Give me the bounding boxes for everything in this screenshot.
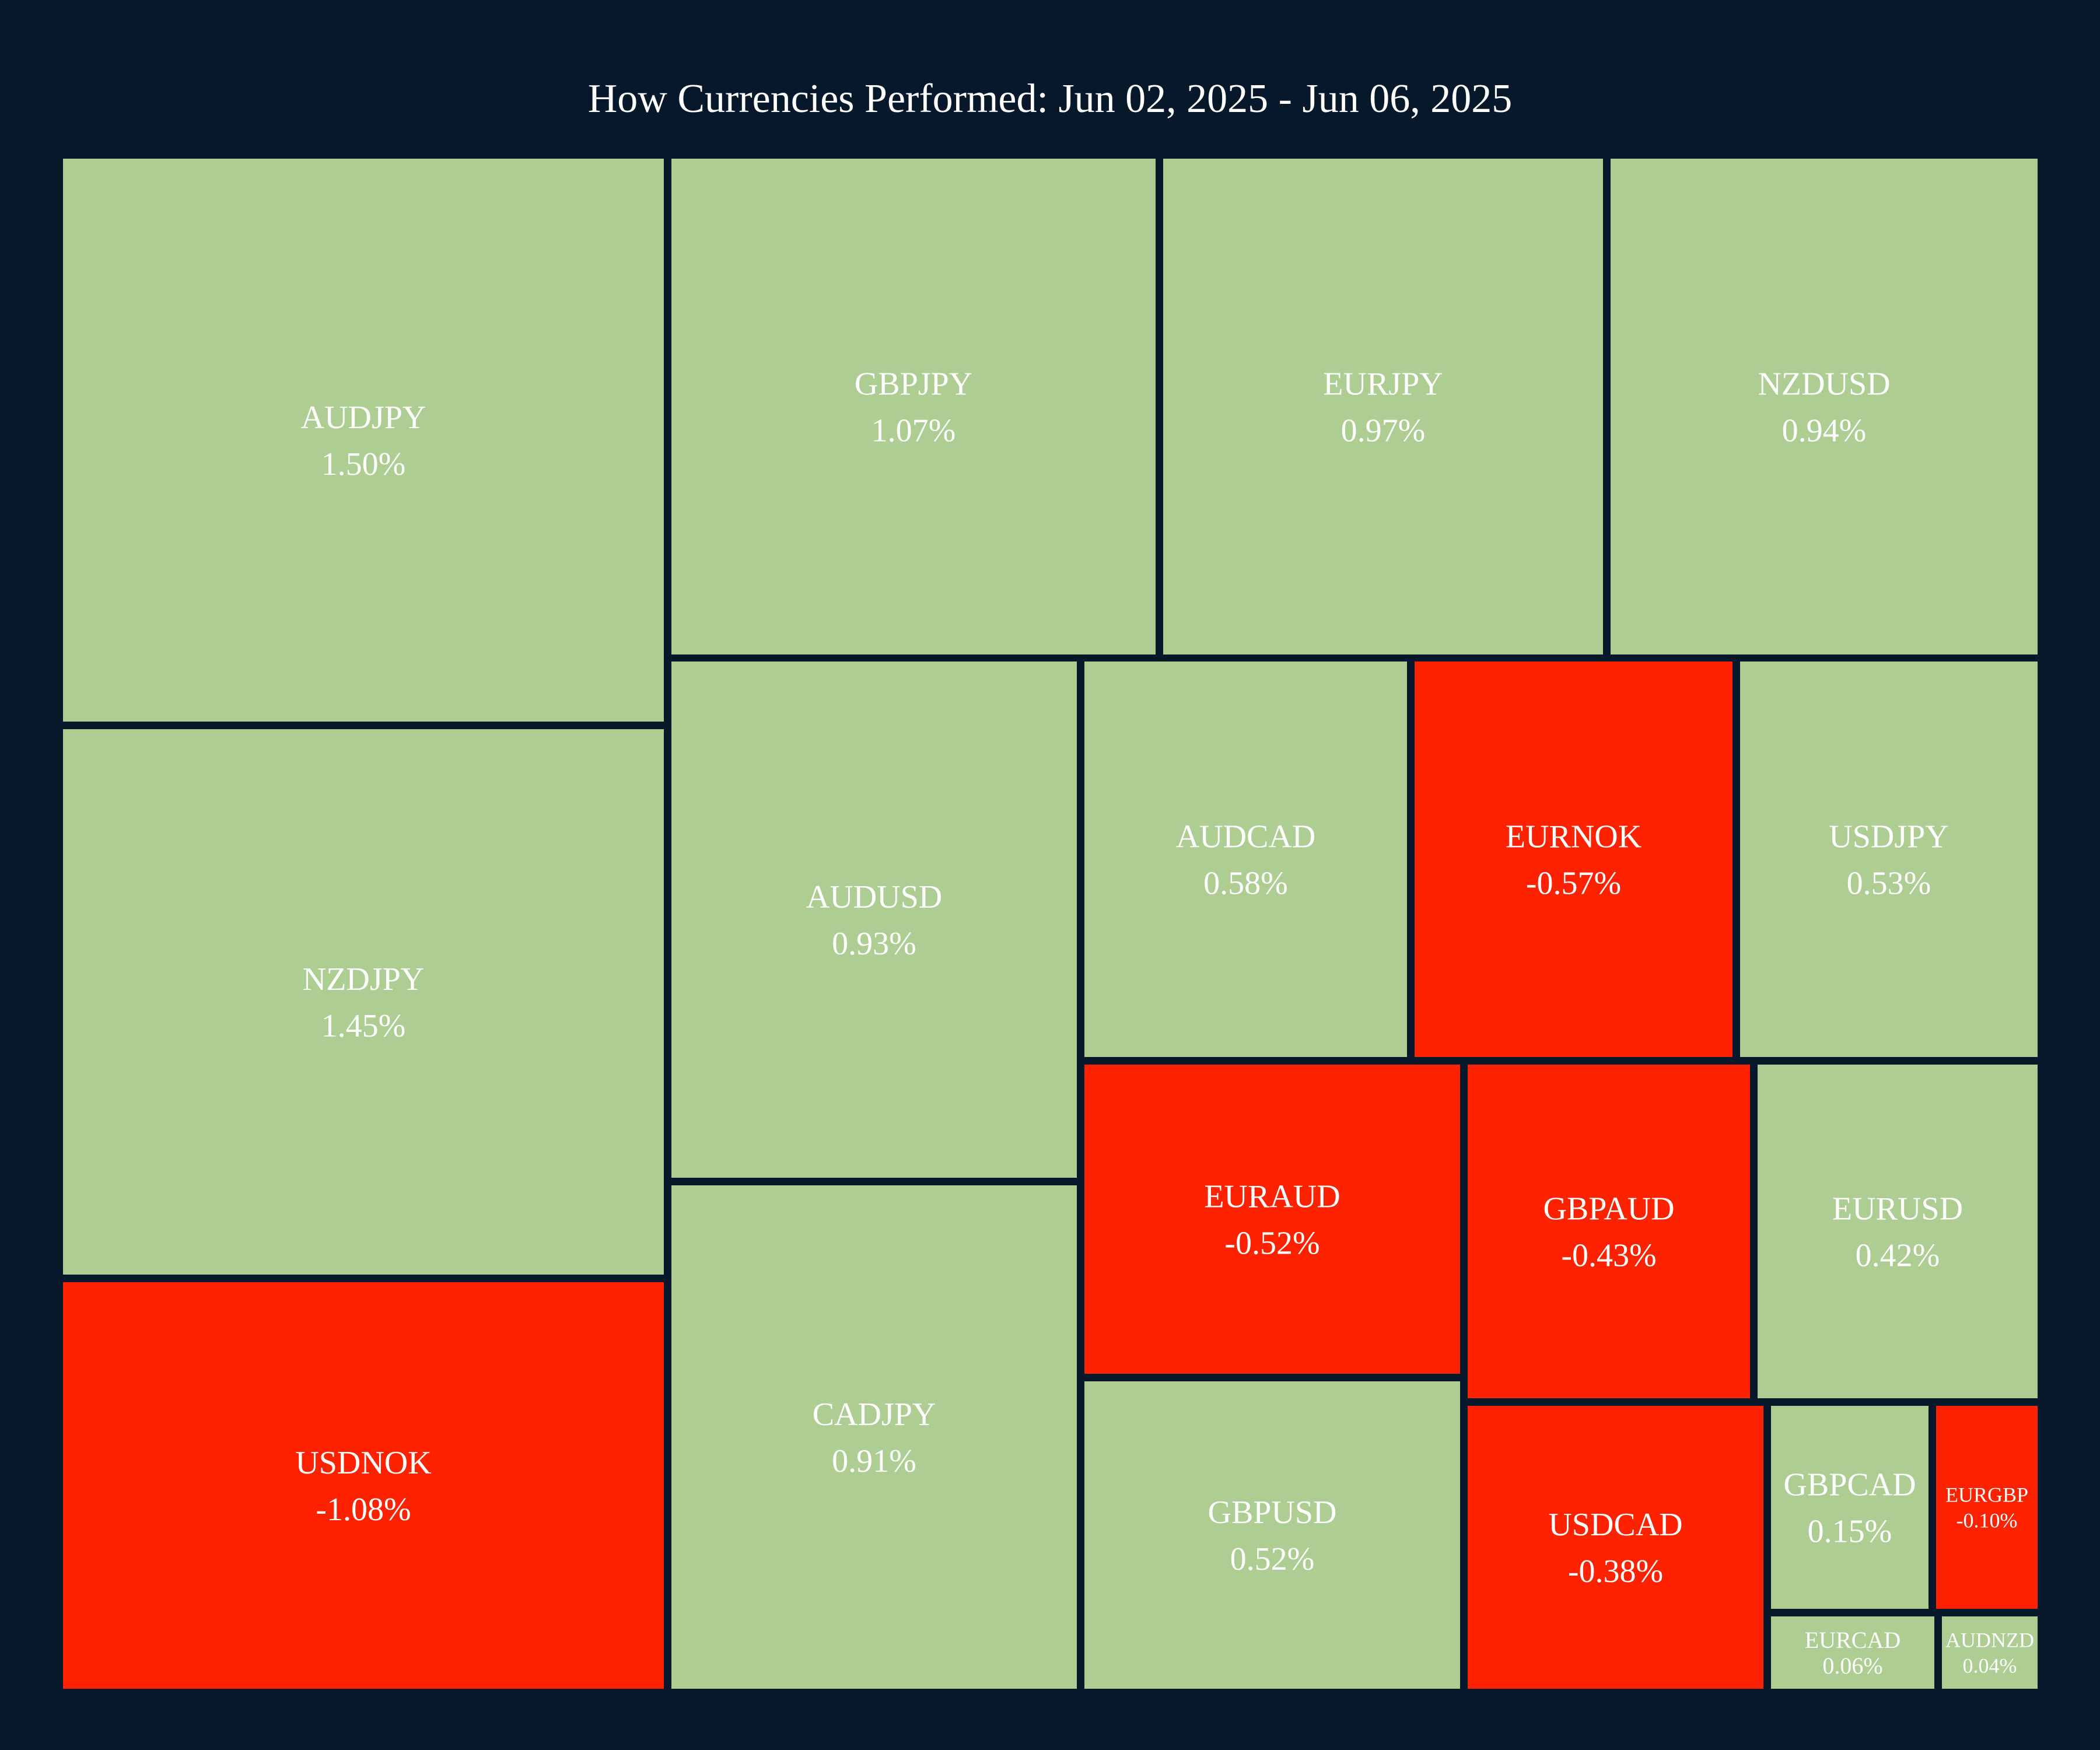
- tile-euraud: EURAUD -0.52%: [1084, 1065, 1460, 1374]
- tile-usdcad: USDCAD -0.38%: [1468, 1406, 1763, 1689]
- tile-label-gbpusd: GBPUSD: [1208, 1494, 1337, 1531]
- tile-value-nzdjpy: 1.45%: [321, 1008, 406, 1044]
- tile-rect-nzdusd: [1611, 159, 2038, 654]
- tile-gbpcad: GBPCAD 0.15%: [1771, 1406, 1929, 1609]
- tile-value-gbpcad: 0.15%: [1808, 1514, 1892, 1550]
- tile-value-eurjpy: 0.97%: [1341, 413, 1426, 449]
- tile-label-cadjpy: CADJPY: [813, 1396, 936, 1433]
- tile-rect-cadjpy: [671, 1185, 1077, 1689]
- tile-eurnok: EURNOK -0.57%: [1415, 662, 1732, 1057]
- tile-label-usdnok: USDNOK: [295, 1445, 431, 1481]
- tile-label-gbpjpy: GBPJPY: [855, 366, 972, 402]
- tile-label-usdjpy: USDJPY: [1829, 819, 1948, 855]
- tile-audusd: AUDUSD 0.93%: [671, 662, 1077, 1178]
- tile-rect-euraud: [1084, 1065, 1460, 1374]
- tile-eurgbp: EURGBP-0.10%: [1936, 1406, 2038, 1609]
- tile-label-eurgbp: EURGBP: [1945, 1483, 2028, 1507]
- tile-usdjpy: USDJPY 0.53%: [1740, 662, 2038, 1057]
- tile-value-audcad: 0.58%: [1203, 866, 1288, 902]
- tile-value-gbpusd: 0.52%: [1230, 1541, 1315, 1577]
- tile-rect-gbpaud: [1468, 1065, 1750, 1398]
- tile-value-eurusd: 0.42%: [1856, 1238, 1940, 1274]
- tile-nzdusd: NZDUSD 0.94%: [1611, 159, 2038, 654]
- tile-rect-usdnok: [63, 1282, 664, 1689]
- tile-label-audcad: AUDCAD: [1176, 819, 1316, 855]
- tile-value-usdcad: -0.38%: [1568, 1553, 1663, 1590]
- tile-label-nzdjpy: NZDJPY: [303, 961, 424, 998]
- tile-label-usdcad: USDCAD: [1548, 1507, 1682, 1543]
- tile-rect-audnzd: [1942, 1616, 2038, 1689]
- tile-rect-gbpjpy: [671, 159, 1156, 654]
- tile-value-cadjpy: 0.91%: [832, 1443, 916, 1479]
- tile-usdnok: USDNOK -1.08%: [63, 1282, 664, 1689]
- tile-value-audusd: 0.93%: [832, 926, 916, 962]
- tile-audcad: AUDCAD 0.58%: [1084, 662, 1407, 1057]
- chart-title: How Currencies Performed: Jun 02, 2025 -…: [588, 76, 1513, 121]
- tile-label-audusd: AUDUSD: [806, 879, 942, 915]
- tile-label-nzdusd: NZDUSD: [1758, 366, 1890, 402]
- tile-label-audjpy: AUDJPY: [301, 400, 426, 436]
- tile-label-eurcad: EURCAD: [1805, 1627, 1901, 1653]
- tile-rect-eurnok: [1415, 662, 1732, 1057]
- tile-value-eurgbp: -0.10%: [1957, 1509, 2018, 1532]
- tile-gbpusd: GBPUSD 0.52%: [1084, 1381, 1460, 1689]
- tile-gbpaud: GBPAUD -0.43%: [1468, 1065, 1750, 1398]
- tile-value-nzdusd: 0.94%: [1782, 413, 1867, 449]
- tile-eurusd: EURUSD 0.42%: [1758, 1065, 2038, 1398]
- tile-rect-eurgbp: [1936, 1406, 2038, 1609]
- tile-label-gbpaud: GBPAUD: [1543, 1191, 1674, 1227]
- tile-value-eurcad: 0.06%: [1822, 1653, 1882, 1679]
- tile-eurjpy: EURJPY 0.97%: [1163, 159, 1603, 654]
- tile-value-usdjpy: 0.53%: [1847, 866, 1931, 902]
- tile-rect-eurusd: [1758, 1065, 2038, 1398]
- tile-rect-gbpcad: [1771, 1406, 1929, 1609]
- treemap-tiles: AUDJPY 1.50% NZDJPY 1.45% USDNOK -1.08% GBPJPY…: [63, 159, 2038, 1689]
- tile-label-audnzd: AUDNZD: [1945, 1629, 2034, 1652]
- tile-nzdjpy: NZDJPY 1.45%: [63, 729, 664, 1275]
- tile-value-gbpjpy: 1.07%: [872, 413, 956, 449]
- tile-label-eurusd: EURUSD: [1832, 1191, 1963, 1227]
- tile-value-audjpy: 1.50%: [321, 446, 406, 482]
- tile-cadjpy: CADJPY 0.91%: [671, 1185, 1077, 1689]
- tile-value-audnzd: 0.04%: [1963, 1654, 2017, 1678]
- tile-rect-audusd: [671, 662, 1077, 1178]
- tile-value-usdnok: -1.08%: [316, 1492, 411, 1528]
- tile-rect-nzdjpy: [63, 729, 664, 1275]
- tile-rect-eurjpy: [1163, 159, 1603, 654]
- tile-rect-eurcad: [1771, 1616, 1934, 1689]
- tile-label-eurjpy: EURJPY: [1323, 366, 1443, 402]
- tile-rect-usdcad: [1468, 1406, 1763, 1689]
- tile-rect-gbpusd: [1084, 1381, 1460, 1689]
- tile-rect-usdjpy: [1740, 662, 2038, 1057]
- tile-value-euraud: -0.52%: [1224, 1226, 1320, 1262]
- tile-rect-audcad: [1084, 662, 1407, 1057]
- tile-value-eurnok: -0.57%: [1526, 866, 1621, 902]
- tile-rect-audjpy: [63, 159, 664, 722]
- tile-label-gbpcad: GBPCAD: [1783, 1467, 1916, 1503]
- tile-gbpjpy: GBPJPY 1.07%: [671, 159, 1156, 654]
- tile-audjpy: AUDJPY 1.50%: [63, 159, 664, 722]
- tile-label-eurnok: EURNOK: [1506, 819, 1642, 855]
- tile-label-euraud: EURAUD: [1204, 1179, 1340, 1215]
- tile-value-gbpaud: -0.43%: [1561, 1238, 1656, 1274]
